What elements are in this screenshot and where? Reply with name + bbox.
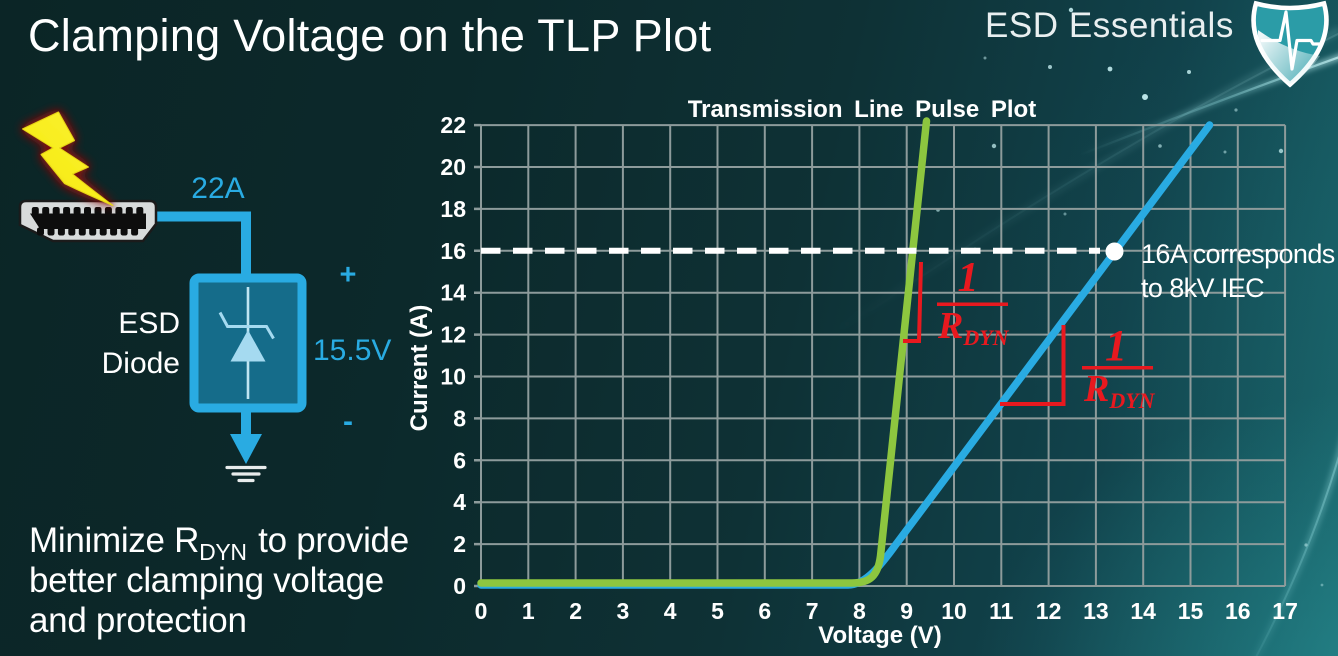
svg-text:RDYN: RDYN	[937, 305, 1010, 350]
svg-text:Transmission Line Pulse Plot: Transmission Line Pulse Plot	[688, 96, 1036, 123]
svg-text:RDYN: RDYN	[1083, 368, 1156, 413]
svg-text:11: 11	[989, 598, 1014, 624]
svg-text:15: 15	[1178, 598, 1204, 624]
svg-text:6: 6	[453, 447, 466, 473]
svg-text:4: 4	[664, 598, 677, 624]
svg-text:Current (A): Current (A)	[406, 305, 433, 432]
svg-text:8: 8	[453, 405, 466, 431]
svg-text:12: 12	[1036, 598, 1062, 624]
svg-text:8: 8	[853, 598, 866, 624]
svg-text:1: 1	[1105, 321, 1127, 370]
svg-text:-: -	[343, 405, 353, 438]
svg-text:6: 6	[758, 598, 771, 624]
svg-text:22A: 22A	[191, 172, 244, 205]
svg-text:17: 17	[1272, 598, 1298, 624]
svg-text:to 8kV IEC: to 8kV IEC	[1141, 273, 1264, 303]
svg-text:14: 14	[440, 280, 466, 306]
svg-text:13: 13	[1083, 598, 1109, 624]
svg-text:1: 1	[522, 598, 535, 624]
svg-text:and protection: and protection	[29, 601, 247, 640]
svg-text:16: 16	[440, 238, 466, 264]
svg-text:0: 0	[475, 598, 488, 624]
svg-text:10: 10	[440, 364, 466, 390]
svg-text:22: 22	[440, 112, 466, 138]
svg-text:ESD Essentials: ESD Essentials	[985, 6, 1234, 45]
svg-text:1: 1	[958, 255, 979, 301]
svg-text:10: 10	[941, 598, 967, 624]
svg-text:+: +	[340, 259, 357, 291]
svg-text:ESD: ESD	[118, 307, 180, 340]
svg-text:2: 2	[569, 598, 582, 624]
svg-text:5: 5	[711, 598, 724, 624]
svg-text:7: 7	[806, 598, 819, 624]
svg-text:Minimize RDYN to provide: Minimize RDYN to provide	[29, 521, 409, 565]
svg-text:14: 14	[1130, 598, 1156, 624]
svg-text:4: 4	[453, 489, 466, 515]
svg-text:16A corresponds: 16A corresponds	[1141, 239, 1335, 269]
svg-text:better clamping voltage: better clamping voltage	[29, 561, 384, 600]
svg-text:20: 20	[440, 154, 466, 180]
svg-text:2: 2	[453, 531, 466, 557]
svg-text:18: 18	[440, 196, 466, 222]
svg-text:0: 0	[453, 573, 466, 599]
svg-text:12: 12	[440, 322, 466, 348]
svg-text:15.5V: 15.5V	[313, 334, 391, 367]
svg-text:Diode: Diode	[102, 347, 180, 380]
svg-text:16: 16	[1225, 598, 1251, 624]
svg-text:9: 9	[900, 598, 913, 624]
svg-text:Clamping Voltage on the TLP Pl: Clamping Voltage on the TLP Plot	[28, 10, 712, 61]
svg-text:Voltage (V): Voltage (V)	[818, 622, 942, 649]
svg-text:3: 3	[617, 598, 630, 624]
